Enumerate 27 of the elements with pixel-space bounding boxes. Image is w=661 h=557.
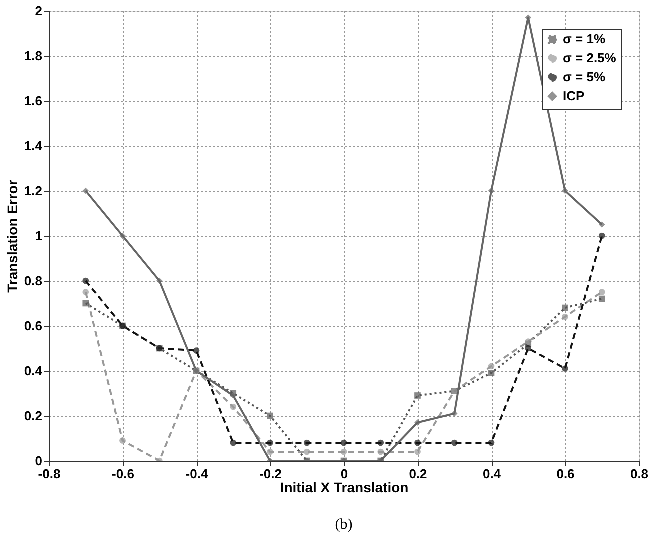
legend-label: σ = 2.5% — [563, 50, 617, 66]
x-tick-label: 0.8 — [630, 466, 649, 482]
x-axis-title: Initial X Translation — [280, 480, 409, 496]
x-tick-label: 0 — [340, 466, 348, 482]
y-tick-label: 1.6 — [24, 94, 42, 108]
y-tick-label: 1.2 — [24, 184, 42, 198]
y-tick-label: 0.4 — [24, 364, 44, 378]
y-tick-label: 0.2 — [24, 408, 42, 424]
y-tick-label: 1 — [35, 228, 42, 244]
y-tick-label: 0 — [35, 454, 42, 468]
x-tick-label: 0.6 — [556, 466, 575, 482]
x-tick-label: -0.2 — [260, 466, 282, 482]
y-tick-label: 0.6 — [24, 318, 42, 334]
legend-label: ICP — [563, 88, 585, 104]
x-tick-label: -0.8 — [38, 466, 61, 482]
x-tick-label: -0.4 — [186, 466, 209, 482]
legend-label: σ = 5% — [563, 70, 606, 84]
y-tick-label: 2 — [35, 4, 42, 18]
x-tick-label: 0.4 — [482, 466, 502, 482]
y-tick-label: 0.8 — [24, 274, 42, 288]
x-tick-label: -0.6 — [112, 466, 134, 482]
y-tick-label: 1.8 — [24, 48, 42, 64]
y-axis-title: Translation Error — [4, 180, 20, 293]
legend-label: σ = 1% — [563, 32, 606, 46]
y-tick-label: 1.4 — [24, 138, 44, 154]
x-tick-label: 0.2 — [409, 466, 428, 482]
text: (b) — [335, 517, 353, 533]
